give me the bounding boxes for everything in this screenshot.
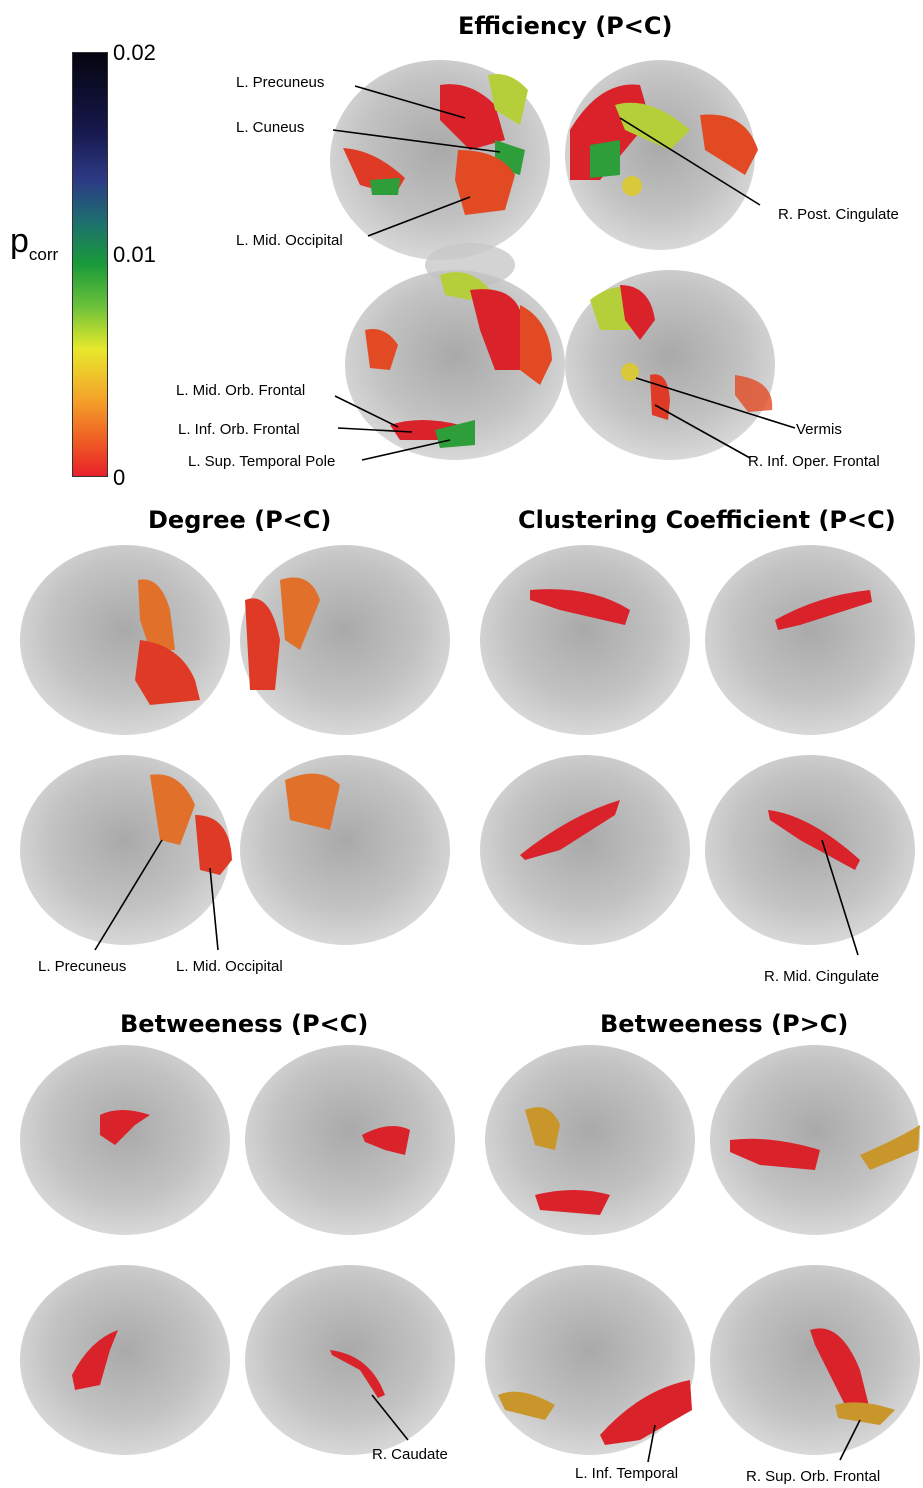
label-deg-l-precuneus: L. Precuneus xyxy=(38,958,127,975)
label-l-cuneus: L. Cuneus xyxy=(236,119,305,136)
brain-clu-1 xyxy=(480,545,690,735)
brain-deg-2 xyxy=(240,545,450,735)
region-l-inf-temporal xyxy=(600,1380,692,1445)
colorbar-label: pcorr xyxy=(10,222,59,264)
region-l-mid-occipital xyxy=(455,150,515,215)
label-l-precuneus: L. Precuneus xyxy=(236,74,325,91)
label-l-inf-temporal: L. Inf. Temporal xyxy=(575,1465,679,1482)
region-vermis xyxy=(621,363,639,381)
label-l-mid-occipital: L. Mid. Occipital xyxy=(236,232,343,249)
label-l-mid-orb-frontal: L. Mid. Orb. Frontal xyxy=(176,382,306,399)
brain-deg-1 xyxy=(20,545,230,735)
region-r-sup-orb-frontal xyxy=(835,1402,895,1425)
label-r-caudate: R. Caudate xyxy=(372,1446,448,1463)
label-r-sup-orb-frontal: R. Sup. Orb. Frontal xyxy=(746,1468,881,1485)
region-r-mid-cingulate xyxy=(768,810,860,870)
region-eff-yellowgreen-1 xyxy=(488,74,528,125)
title-betweenness-cp: Betweeness (P>C) xyxy=(600,1010,849,1038)
title-betweenness-pc: Betweeness (P<C) xyxy=(120,1010,369,1038)
brain-eff-3 xyxy=(345,270,565,460)
label-vermis: Vermis xyxy=(796,421,842,438)
brain-btw-cp-1 xyxy=(485,1045,695,1235)
brain-btw-cp-4 xyxy=(710,1265,920,1455)
region-l-precuneus xyxy=(440,84,505,150)
colorbar xyxy=(72,52,108,477)
brain-clu-4 xyxy=(705,755,915,945)
brain-deg-4 xyxy=(240,755,450,945)
region-r-inf-oper-frontal xyxy=(650,374,670,420)
title-clustering: Clustering Coefficient (P<C) xyxy=(518,506,896,534)
colorbar-tick-min: 0 xyxy=(113,465,126,490)
brain-btw-cp-2 xyxy=(710,1045,920,1235)
title-efficiency: Efficiency (P<C) xyxy=(458,12,673,40)
brain-eff-2 xyxy=(565,60,758,250)
label-l-sup-temporal-pole: L. Sup. Temporal Pole xyxy=(188,453,336,470)
label-l-inf-orb-frontal: L. Inf. Orb. Frontal xyxy=(178,421,300,438)
brain-btw-pc-2 xyxy=(245,1045,455,1235)
title-degree: Degree (P<C) xyxy=(148,506,332,534)
brain-eff-1 xyxy=(330,60,550,287)
brain-eff-4 xyxy=(565,270,775,460)
label-deg-l-mid-occipital: L. Mid. Occipital xyxy=(176,958,283,975)
colorbar-tick-max: 0.02 xyxy=(113,40,156,65)
region-r-caudate xyxy=(330,1350,385,1398)
brain-btw-pc-3 xyxy=(20,1265,230,1455)
brain-btw-cp-3 xyxy=(485,1265,695,1455)
brain-btw-pc-4 xyxy=(245,1265,455,1455)
brain-btw-pc-1 xyxy=(20,1045,230,1235)
brain-clu-2 xyxy=(705,545,915,735)
brain-clu-3 xyxy=(480,755,690,945)
brain-deg-3 xyxy=(20,755,232,945)
label-r-inf-oper-frontal: R. Inf. Oper. Frontal xyxy=(748,453,880,470)
leader-lines xyxy=(94,85,861,1463)
label-r-mid-cingulate: R. Mid. Cingulate xyxy=(764,968,880,985)
label-r-post-cingulate: R. Post. Cingulate xyxy=(778,206,899,223)
colorbar-tick-mid: 0.01 xyxy=(113,242,156,267)
